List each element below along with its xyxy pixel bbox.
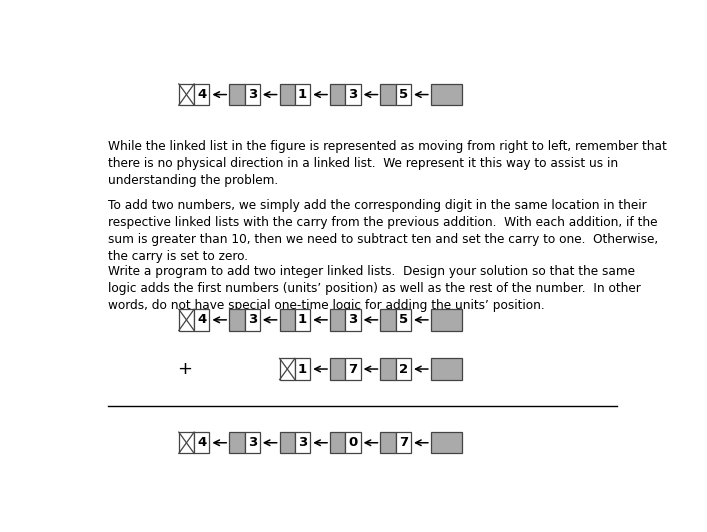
- Bar: [279, 432, 295, 453]
- Bar: [345, 359, 361, 380]
- Bar: [279, 359, 295, 380]
- Bar: [229, 84, 245, 105]
- Bar: [295, 432, 310, 453]
- Bar: [431, 432, 462, 453]
- Bar: [194, 309, 209, 330]
- Bar: [245, 309, 260, 330]
- Bar: [380, 359, 396, 380]
- Bar: [179, 309, 194, 330]
- Text: 4: 4: [197, 88, 206, 101]
- Bar: [229, 432, 245, 453]
- Text: 2: 2: [399, 362, 408, 376]
- Text: To add two numbers, we simply add the corresponding digit in the same location i: To add two numbers, we simply add the co…: [107, 199, 658, 263]
- Text: 0: 0: [349, 436, 358, 449]
- Bar: [179, 432, 194, 453]
- Text: 3: 3: [247, 436, 257, 449]
- Bar: [279, 84, 295, 105]
- Text: 5: 5: [399, 313, 408, 326]
- Text: 4: 4: [197, 313, 206, 326]
- Bar: [431, 309, 462, 330]
- Bar: [330, 309, 345, 330]
- Bar: [396, 359, 411, 380]
- Text: Write a program to add two integer linked lists.  Design your solution so that t: Write a program to add two integer linke…: [107, 264, 641, 312]
- Bar: [245, 432, 260, 453]
- Bar: [330, 432, 345, 453]
- Bar: [431, 84, 462, 105]
- Bar: [345, 84, 361, 105]
- Text: 7: 7: [399, 436, 408, 449]
- Bar: [330, 84, 345, 105]
- Bar: [396, 84, 411, 105]
- Bar: [380, 432, 396, 453]
- Text: 7: 7: [349, 362, 358, 376]
- Bar: [295, 84, 310, 105]
- Text: 4: 4: [197, 436, 206, 449]
- Bar: [194, 84, 209, 105]
- Bar: [330, 359, 345, 380]
- Text: 3: 3: [349, 88, 358, 101]
- Text: 1: 1: [298, 313, 307, 326]
- Bar: [380, 309, 396, 330]
- Bar: [194, 432, 209, 453]
- Bar: [179, 84, 194, 105]
- Bar: [431, 359, 462, 380]
- Bar: [295, 359, 310, 380]
- Bar: [229, 309, 245, 330]
- Bar: [396, 432, 411, 453]
- Text: 3: 3: [247, 313, 257, 326]
- Bar: [279, 309, 295, 330]
- Bar: [396, 309, 411, 330]
- Text: +: +: [177, 360, 192, 378]
- Bar: [345, 432, 361, 453]
- Bar: [245, 84, 260, 105]
- Bar: [345, 309, 361, 330]
- Bar: [295, 309, 310, 330]
- Bar: [380, 84, 396, 105]
- Text: 3: 3: [298, 436, 308, 449]
- Text: 5: 5: [399, 88, 408, 101]
- Text: 3: 3: [349, 313, 358, 326]
- Text: While the linked list in the figure is represented as moving from right to left,: While the linked list in the figure is r…: [107, 139, 666, 187]
- Text: 3: 3: [247, 88, 257, 101]
- Text: 1: 1: [298, 362, 307, 376]
- Text: 1: 1: [298, 88, 307, 101]
